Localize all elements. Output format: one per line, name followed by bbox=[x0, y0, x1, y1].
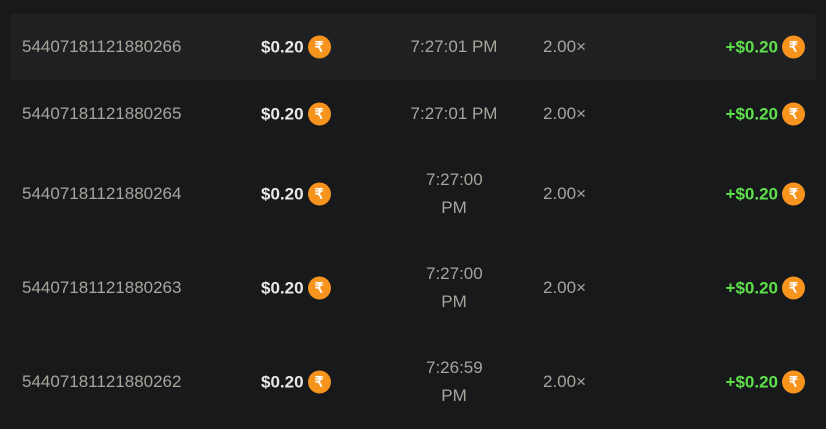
profit: +$0.20 ₹ bbox=[725, 182, 805, 206]
table-row[interactable]: 54407181121880262 $0.20 ₹ 7:26:59 PM 2.00… bbox=[10, 335, 816, 429]
rupee-coin-icon: ₹ bbox=[782, 102, 805, 126]
profit-value: +$0.20 bbox=[725, 104, 778, 123]
bet-amount: $0.20 ₹ bbox=[261, 182, 331, 206]
profit-value: +$0.20 bbox=[725, 184, 778, 203]
bet-id: 54407181121880266 bbox=[22, 37, 182, 56]
bet-id: 54407181121880262 bbox=[22, 372, 182, 391]
bet-time: 7:27:01 PM bbox=[410, 104, 498, 123]
bet-time: 7:26:59 PM bbox=[426, 358, 483, 405]
profit: +$0.20 ₹ bbox=[725, 276, 805, 300]
profit: +$0.20 ₹ bbox=[725, 370, 805, 394]
rupee-coin-icon: ₹ bbox=[782, 182, 805, 206]
table-row[interactable]: 54407181121880265 $0.20 ₹ 7:27:01 PM 2.00… bbox=[10, 81, 816, 147]
multiplier: 2.00× bbox=[543, 37, 587, 56]
bet-id: 54407181121880264 bbox=[22, 184, 182, 203]
rupee-coin-icon: ₹ bbox=[782, 35, 805, 59]
bet-time: 7:27:01 PM bbox=[410, 37, 498, 56]
multiplier: 2.00× bbox=[543, 184, 587, 203]
bet-time: 7:27:00 PM bbox=[426, 170, 483, 217]
bet-amount-value: $0.20 bbox=[261, 37, 304, 56]
profit: +$0.20 ₹ bbox=[725, 102, 805, 126]
bet-id: 54407181121880263 bbox=[22, 278, 182, 297]
bet-amount: $0.20 ₹ bbox=[261, 370, 331, 394]
bet-id: 54407181121880265 bbox=[22, 104, 182, 123]
bet-amount: $0.20 ₹ bbox=[261, 102, 331, 126]
bet-time: 7:27:00 PM bbox=[426, 264, 483, 311]
profit: +$0.20 ₹ bbox=[725, 35, 805, 59]
bet-amount: $0.20 ₹ bbox=[261, 35, 331, 59]
multiplier: 2.00× bbox=[543, 104, 587, 123]
table-row[interactable]: 54407181121880264 $0.20 ₹ 7:27:00 PM 2.00… bbox=[10, 148, 816, 240]
profit-value: +$0.20 bbox=[725, 372, 778, 391]
multiplier: 2.00× bbox=[543, 278, 587, 297]
rupee-coin-icon: ₹ bbox=[307, 35, 331, 59]
bet-amount: $0.20 ₹ bbox=[261, 276, 331, 300]
bet-amount-value: $0.20 bbox=[261, 278, 304, 297]
rupee-coin-icon: ₹ bbox=[307, 102, 331, 126]
bet-amount-value: $0.20 bbox=[261, 184, 304, 203]
bet-amount-value: $0.20 bbox=[261, 104, 304, 123]
table-row[interactable]: 54407181121880266 $0.20 ₹ 7:27:01 PM 2.00… bbox=[10, 14, 816, 80]
table-row[interactable]: 54407181121880263 $0.20 ₹ 7:27:00 PM 2.00… bbox=[10, 241, 816, 335]
rupee-coin-icon: ₹ bbox=[782, 370, 805, 394]
rupee-coin-icon: ₹ bbox=[782, 276, 805, 300]
rupee-coin-icon: ₹ bbox=[307, 276, 331, 300]
rupee-coin-icon: ₹ bbox=[307, 370, 331, 394]
profit-value: +$0.20 bbox=[725, 37, 778, 56]
profit-value: +$0.20 bbox=[725, 278, 778, 297]
rupee-coin-icon: ₹ bbox=[307, 182, 331, 206]
bet-amount-value: $0.20 bbox=[261, 372, 304, 391]
multiplier: 2.00× bbox=[543, 372, 587, 391]
